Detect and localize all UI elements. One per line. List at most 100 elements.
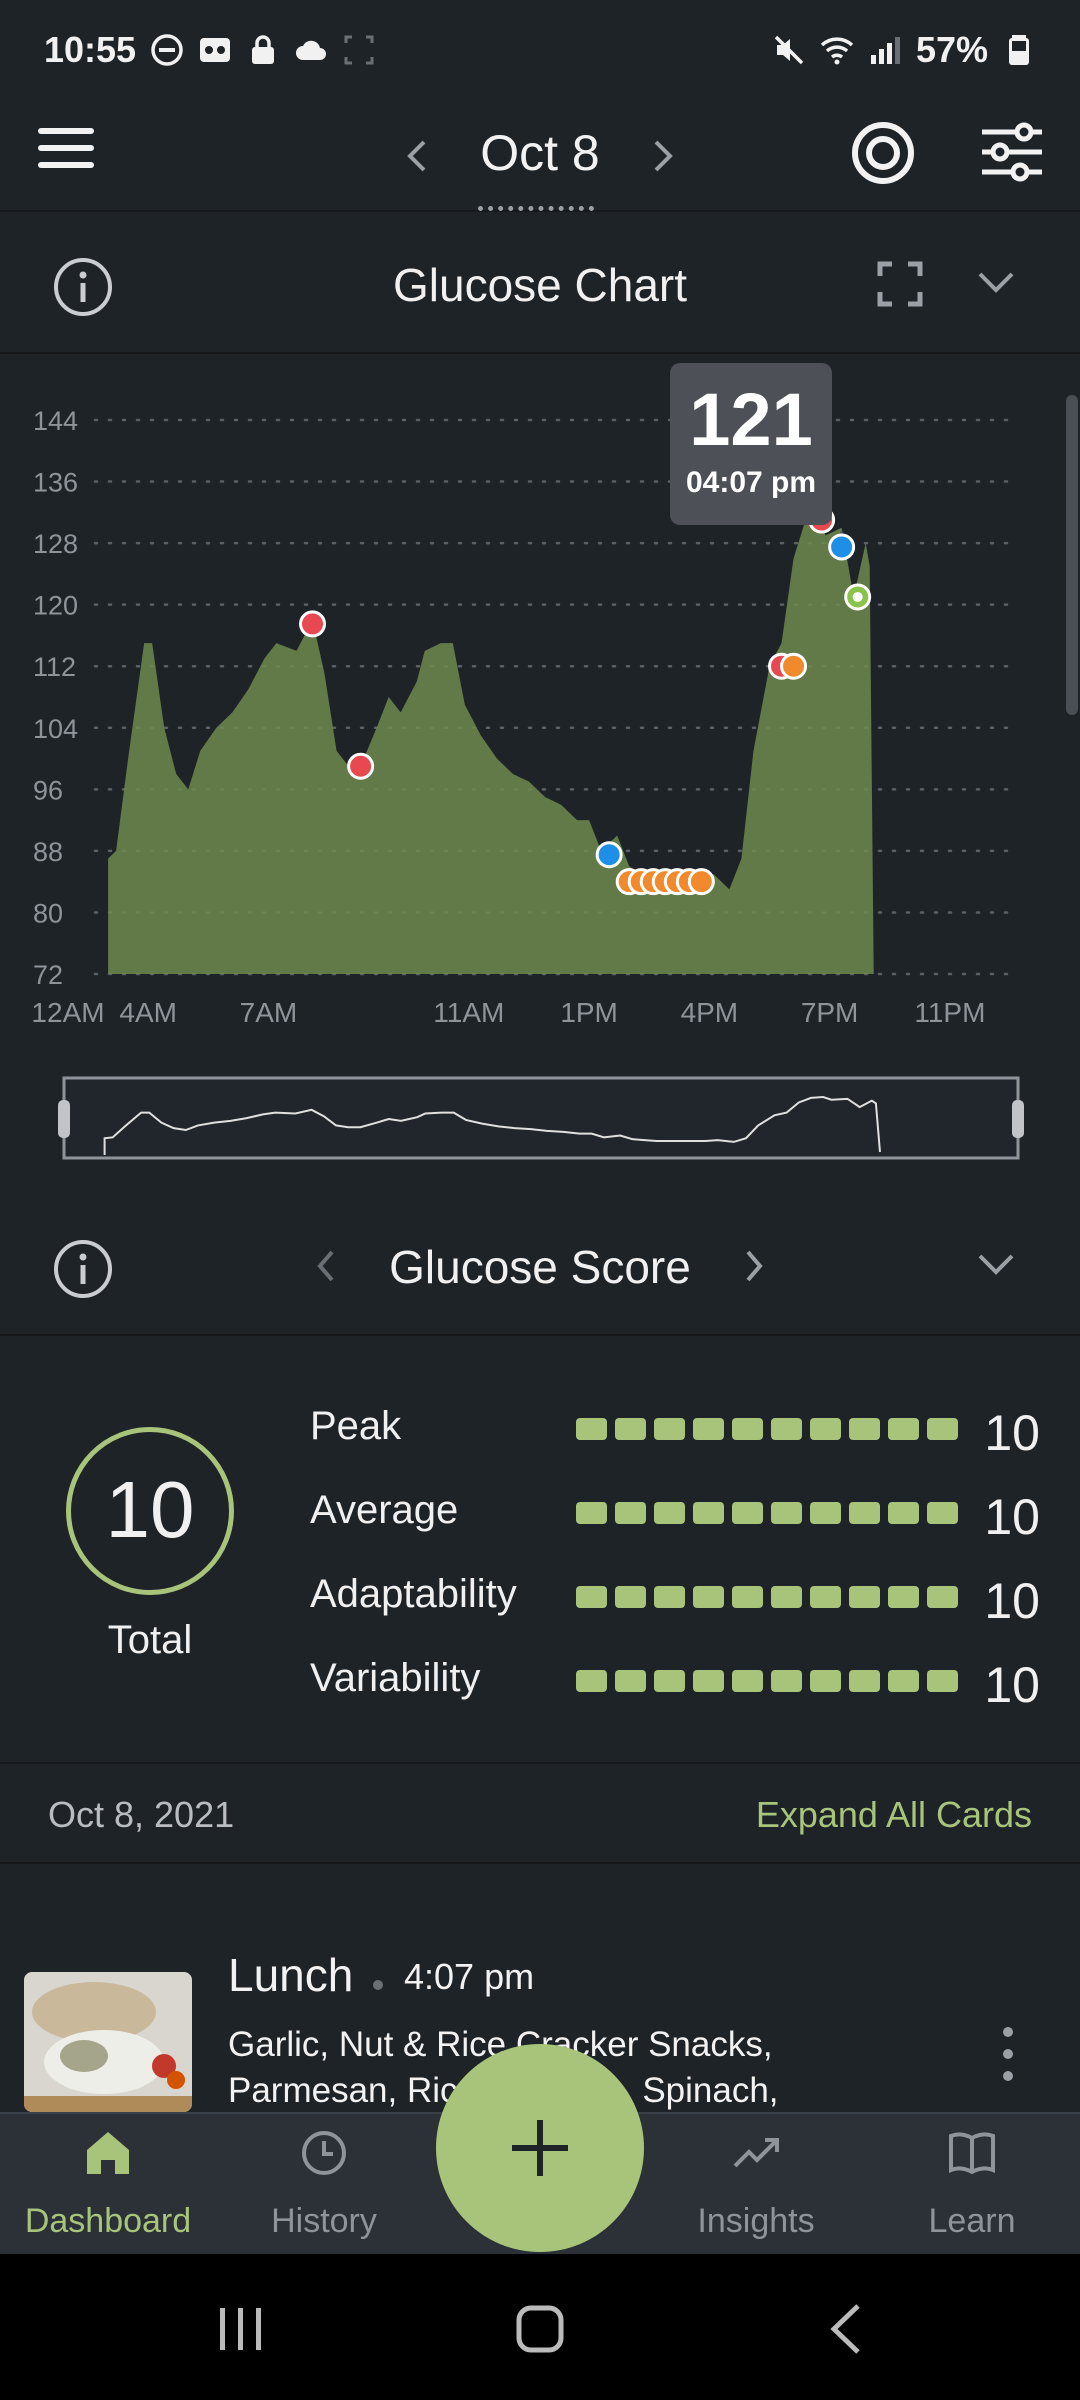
metric-value: 10 xyxy=(984,1405,1040,1461)
book-icon xyxy=(949,2132,995,2175)
chevron-right-icon[interactable] xyxy=(740,1248,768,1284)
glucose-chart[interactable]: 72 80 88 96 104 112 120 128 136 144 12AM 4AM 7AM 11AM… xyxy=(0,362,1080,1192)
chevron-left-icon[interactable] xyxy=(400,136,434,176)
y-tick-label: 144 xyxy=(33,406,78,436)
meal-marker xyxy=(595,841,623,869)
fullscreen-icon[interactable] xyxy=(876,260,924,308)
meal-marker xyxy=(299,610,327,638)
cloud-sync-icon xyxy=(296,40,327,60)
metric-value: 10 xyxy=(984,1489,1040,1545)
menu-button[interactable] xyxy=(38,128,94,176)
home-button-icon[interactable] xyxy=(505,2294,575,2364)
signal-icon xyxy=(870,37,900,64)
glucose-chart-header: Glucose Chart xyxy=(0,214,1080,354)
metric-label: Variability xyxy=(310,1656,481,1700)
metric-bar xyxy=(576,1502,958,1524)
x-tick-label: 1PM xyxy=(560,997,618,1028)
meal-title: Lunch xyxy=(228,1949,354,2001)
glucose-score-header: Glucose Score xyxy=(0,1196,1080,1336)
metric-bar xyxy=(576,1670,958,1692)
expand-all-cards-button[interactable]: Expand All Cards xyxy=(755,1794,1032,1835)
glucose-score-title: Glucose Score xyxy=(389,1241,691,1293)
glucose-chart-svg: 72 80 88 96 104 112 120 128 136 144 12AM 4AM 7AM 11AM… xyxy=(31,406,1024,1160)
glucose-score-body: 10 Total Peak 10 Average 10 Adaptability… xyxy=(0,1342,1080,1762)
menu-icon xyxy=(38,128,94,134)
meal-time: 4:07 pm xyxy=(404,1956,535,1997)
total-score-label: Total xyxy=(107,1618,193,1662)
metric-peak: Peak 10 xyxy=(310,1398,1040,1461)
battery-icon xyxy=(1009,35,1029,65)
y-tick-label: 104 xyxy=(33,714,78,744)
overview-line xyxy=(103,1095,881,1155)
nav-learn[interactable]: Learn xyxy=(864,2114,1080,2256)
x-tick-label: 7AM xyxy=(240,997,298,1028)
cards-header: Oct 8, 2021 Expand All Cards xyxy=(0,1762,1080,1862)
metric-value: 10 xyxy=(984,1657,1040,1713)
glucose-chart-title: Glucose Chart xyxy=(392,259,687,311)
metric-average: Average 10 xyxy=(310,1482,1040,1545)
plus-icon xyxy=(512,2120,568,2176)
nav-label: History xyxy=(271,2202,377,2240)
target-icon[interactable] xyxy=(850,120,916,186)
status-bar: 10:55 57% xyxy=(0,0,1080,100)
metric-label: Peak xyxy=(310,1404,402,1448)
total-score-value: 10 xyxy=(105,1465,195,1554)
date-underline xyxy=(478,206,594,211)
info-icon[interactable] xyxy=(52,256,114,318)
info-icon[interactable] xyxy=(52,1238,114,1300)
trend-icon xyxy=(733,2138,779,2168)
add-entry-button[interactable] xyxy=(436,2044,644,2252)
meal-marker xyxy=(780,652,808,680)
settings-sliders-icon[interactable] xyxy=(980,122,1044,182)
meal-photo xyxy=(24,1972,192,2112)
y-tick-label: 128 xyxy=(33,529,78,559)
x-tick-label: 4PM xyxy=(681,997,739,1028)
chevron-left-icon[interactable] xyxy=(312,1248,340,1284)
range-handle-right xyxy=(1012,1100,1024,1138)
nav-insights[interactable]: Insights xyxy=(648,2114,864,2256)
recent-apps-icon[interactable] xyxy=(206,2294,276,2364)
current-date[interactable]: Oct 8 xyxy=(480,125,600,181)
chevron-right-icon[interactable] xyxy=(646,136,680,176)
chevron-down-icon[interactable] xyxy=(976,268,1016,298)
wifi-icon xyxy=(820,37,854,65)
cards-date: Oct 8, 2021 xyxy=(48,1794,235,1835)
metric-bar xyxy=(576,1586,958,1608)
page-scrollbar[interactable] xyxy=(1066,395,1078,715)
meal-marker xyxy=(347,752,375,780)
nav-label: Dashboard xyxy=(24,2202,192,2240)
home-icon xyxy=(87,2132,129,2174)
range-handle-left xyxy=(58,1100,70,1138)
status-time: 10:55 xyxy=(44,29,137,70)
do-not-disturb-icon xyxy=(151,34,183,66)
x-tick-label: 11PM xyxy=(914,997,985,1028)
nav-history[interactable]: History xyxy=(216,2114,432,2256)
total-score-ring: 10 xyxy=(66,1427,234,1595)
back-icon[interactable] xyxy=(812,2294,882,2364)
metric-value: 10 xyxy=(984,1573,1040,1629)
date-navigator: Oct 8 xyxy=(400,118,680,211)
voicemail-icon xyxy=(200,38,231,62)
glucose-area xyxy=(108,512,874,974)
more-options-icon[interactable] xyxy=(998,2024,1018,2084)
metric-label: Average xyxy=(310,1488,459,1532)
nav-label: Learn xyxy=(928,2202,1016,2240)
x-tick-label: 7PM xyxy=(801,997,859,1028)
metric-bar xyxy=(576,1418,958,1440)
glucose-tooltip: 121 04:07 pm xyxy=(670,363,832,525)
current-reading-dot xyxy=(852,591,863,602)
tooltip-value: 121 xyxy=(689,378,813,461)
clock-icon xyxy=(302,2131,346,2175)
tooltip-time: 04:07 pm xyxy=(685,466,817,499)
meal-marker xyxy=(828,533,856,561)
chevron-down-icon[interactable] xyxy=(976,1250,1016,1280)
y-tick-label: 72 xyxy=(33,960,63,990)
y-tick-label: 96 xyxy=(33,775,63,805)
metric-adaptability: Adaptability 10 xyxy=(310,1566,1040,1629)
nav-dashboard[interactable]: Dashboard xyxy=(0,2114,216,2256)
x-tick-label: 12AM xyxy=(31,997,104,1028)
x-tick-label: 4AM xyxy=(119,997,177,1028)
separator-dot xyxy=(373,1980,383,1990)
app-header: Oct 8 xyxy=(0,100,1080,212)
meal-marker xyxy=(687,868,715,896)
